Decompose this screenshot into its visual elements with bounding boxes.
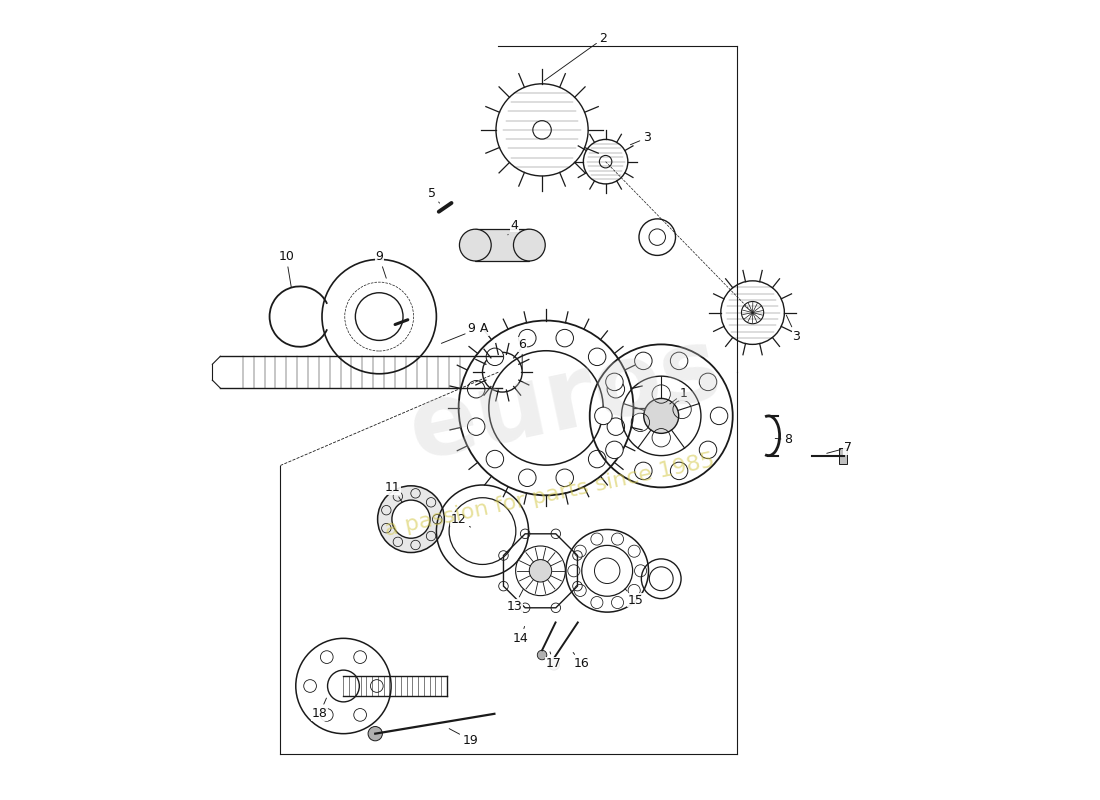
Circle shape (588, 348, 606, 366)
Text: 1: 1 (670, 387, 688, 404)
Circle shape (537, 650, 547, 660)
Circle shape (392, 500, 430, 538)
Circle shape (529, 559, 552, 582)
Text: a passion for parts since 1985: a passion for parts since 1985 (383, 450, 717, 540)
Circle shape (607, 418, 625, 435)
Text: 3: 3 (630, 131, 651, 145)
Circle shape (670, 352, 688, 370)
Circle shape (670, 462, 688, 480)
Circle shape (320, 650, 333, 663)
Text: 4: 4 (508, 218, 518, 235)
Text: 13: 13 (506, 589, 524, 613)
Circle shape (606, 441, 624, 458)
Circle shape (644, 398, 679, 434)
Text: 7: 7 (827, 441, 851, 454)
Circle shape (700, 373, 717, 390)
Circle shape (514, 229, 546, 261)
Circle shape (486, 450, 504, 468)
Text: 3: 3 (786, 315, 800, 343)
Text: 19: 19 (449, 729, 478, 746)
Bar (839, 448, 847, 463)
Circle shape (377, 486, 444, 553)
Text: 9: 9 (375, 250, 386, 278)
Circle shape (468, 418, 485, 435)
Circle shape (635, 462, 652, 480)
Circle shape (595, 407, 612, 425)
Text: 16: 16 (573, 653, 590, 670)
Bar (475, 229, 529, 261)
Text: 12: 12 (451, 513, 471, 527)
Circle shape (711, 407, 728, 425)
Text: 18: 18 (311, 698, 328, 720)
Circle shape (354, 650, 366, 663)
Text: 9 A: 9 A (441, 322, 488, 343)
Circle shape (486, 348, 504, 366)
Circle shape (320, 709, 333, 722)
Text: 14: 14 (513, 626, 528, 645)
Circle shape (460, 229, 492, 261)
Circle shape (518, 469, 536, 486)
Text: 2: 2 (544, 32, 607, 81)
Text: 11: 11 (385, 481, 403, 502)
Text: 5: 5 (428, 187, 440, 203)
Circle shape (354, 709, 366, 722)
Circle shape (556, 469, 573, 486)
Circle shape (549, 659, 560, 670)
Circle shape (371, 680, 383, 692)
Circle shape (700, 441, 717, 458)
Circle shape (518, 330, 536, 347)
Circle shape (588, 450, 606, 468)
Text: 15: 15 (625, 589, 644, 606)
Circle shape (468, 381, 485, 398)
Text: 6: 6 (518, 338, 526, 370)
Circle shape (606, 373, 624, 390)
Text: 8: 8 (776, 434, 792, 446)
Text: 17: 17 (546, 652, 562, 670)
Circle shape (607, 381, 625, 398)
Circle shape (556, 330, 573, 347)
Circle shape (304, 680, 317, 692)
Circle shape (368, 726, 383, 741)
Text: 10: 10 (278, 250, 294, 288)
Text: euros: euros (402, 320, 730, 480)
Circle shape (635, 352, 652, 370)
